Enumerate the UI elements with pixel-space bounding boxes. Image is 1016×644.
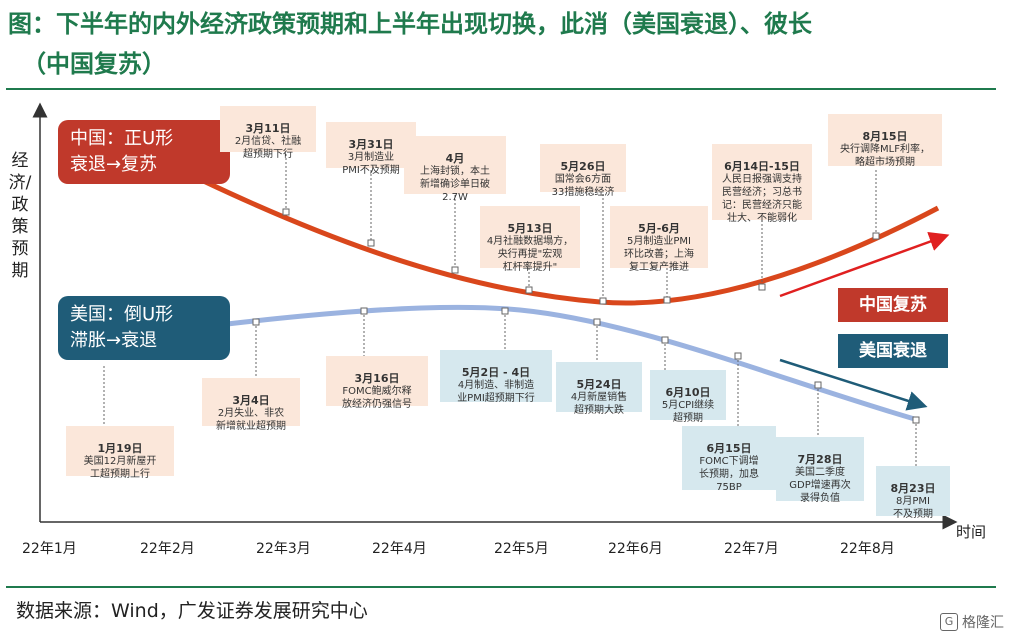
note-date: 3月16日 xyxy=(354,372,400,385)
title-line-1: 图：下半年的内外经济政策预期和上半年出现切换，此消（美国衰退）、彼长 xyxy=(8,10,812,38)
us-series-label: 美国：倒U形 滞胀→衰退 xyxy=(58,296,230,360)
note-text: 4月新屋销售 超预期大跌 xyxy=(570,392,628,416)
note-date: 6月10日 xyxy=(665,386,711,399)
us-note: 5月24日 4月新屋销售 超预期大跌 xyxy=(556,362,642,416)
footer-divider xyxy=(6,586,996,588)
note-date: 5月26日 xyxy=(560,160,606,173)
note-text: 8月PMI 不及预期 xyxy=(893,496,933,520)
us-note: 6月10日 5月CPI继续 超预期 xyxy=(650,370,726,424)
us-note: 3月4日 2月失业、非农 新增就业超预期 xyxy=(202,378,300,432)
x-tick: 22年4月 xyxy=(372,541,427,557)
china-note: 6月14日-15日 人民日报强调支持 民营经济；习总书 记：民营经济只能 壮大、不… xyxy=(712,144,812,224)
note-text: 3月制造业 PMI不及预期 xyxy=(342,152,400,176)
us-connectors xyxy=(103,311,917,466)
note-date: 8月23日 xyxy=(890,482,936,495)
us-curve xyxy=(149,304,919,423)
note-date: 7月28日 xyxy=(797,453,843,466)
watermark-logo-icon: G xyxy=(940,613,958,631)
note-date: 3月4日 xyxy=(232,394,270,407)
china-curve xyxy=(148,152,940,306)
us-markers xyxy=(252,307,920,424)
china-note: 4月 上海封锁，本土 新增确诊单日破 2.7W xyxy=(404,136,506,203)
title-divider xyxy=(6,88,996,90)
china-note: 3月11日 2月信贷、社融 超预期下行 xyxy=(220,106,316,160)
watermark: G 格隆汇 xyxy=(940,612,1004,632)
us-note: 1月19日 美国12月新屋开 工超预期上行 xyxy=(66,426,174,480)
china-connectors xyxy=(285,150,877,301)
note-text: 5月制造业PMI 环比改善；上海 复工复产推进 xyxy=(624,236,694,273)
note-text: FOMC鲍威尔释 放经济仍强信号 xyxy=(342,386,412,410)
us-label-line1: 美国：倒U形 xyxy=(70,304,174,325)
note-text: 人民日报强调支持 民营经济；习总书 记：民营经济只能 壮大、不能弱化 xyxy=(722,174,802,224)
us-note: 6月15日 FOMC下调增 长预期，加息 75BP xyxy=(682,426,776,493)
source-note: 数据来源：Wind，广发证券发展研究中心 xyxy=(16,600,368,622)
note-date: 5月24日 xyxy=(576,378,622,391)
title-line-2: （中国复苏） xyxy=(22,50,166,78)
us-note: 8月23日 8月PMI 不及预期 xyxy=(876,466,950,520)
china-note: 8月15日 央行调降MLF利率， 略超市场预期 xyxy=(828,114,942,168)
china-note: 3月31日 3月制造业 PMI不及预期 xyxy=(326,122,416,176)
note-text: FOMC下调增 长预期，加息 75BP xyxy=(699,456,759,493)
note-text: 国常会6方面 33措施稳经济 xyxy=(551,174,615,198)
note-date: 3月11日 xyxy=(245,122,291,135)
china-series-label: 中国：正U形 衰退→复苏 xyxy=(58,120,230,184)
us-recession-tag: 美国衰退 xyxy=(838,334,948,368)
us-trend-arrow xyxy=(779,358,928,411)
note-text: 央行调降MLF利率， 略超市场预期 xyxy=(840,144,930,168)
note-date: 6月14日-15日 xyxy=(724,160,800,173)
x-tick: 22年8月 xyxy=(840,541,895,557)
x-axis-name: 时间 xyxy=(956,523,987,541)
us-note: 7月28日 美国二季度 GDP增速再次 录得负值 xyxy=(776,437,864,504)
note-text: 5月CPI继续 超预期 xyxy=(661,400,715,424)
note-date: 6月15日 xyxy=(706,442,752,455)
note-text: 美国二季度 GDP增速再次 录得负值 xyxy=(789,467,851,504)
x-tick: 22年5月 xyxy=(494,541,549,557)
us-note: 3月16日 FOMC鲍威尔释 放经济仍强信号 xyxy=(326,356,428,410)
note-text: 美国12月新屋开 工超预期上行 xyxy=(83,456,157,480)
china-note: 5月26日 国常会6方面 33措施稳经济 xyxy=(540,144,626,198)
note-date: 5月2日 - 4日 xyxy=(461,366,531,379)
note-date: 4月 xyxy=(445,152,465,165)
note-date: 1月19日 xyxy=(97,442,143,455)
note-text: 上海封锁，本土 新增确诊单日破 2.7W xyxy=(420,166,490,203)
note-date: 5月-6月 xyxy=(638,222,680,235)
note-text: 2月信贷、社融 超预期下行 xyxy=(234,136,302,160)
page-title: 图：下半年的内外经济政策预期和上半年出现切换，此消（美国衰退）、彼长 （中国复苏… xyxy=(8,4,1008,84)
note-text: 2月失业、非农 新增就业超预期 xyxy=(216,408,286,432)
note-text: 4月制造、非制造 业PMI超预期下行 xyxy=(457,380,535,404)
y-axis-label: 经济/政策预期 xyxy=(8,151,32,281)
x-tick: 22年1月 xyxy=(22,541,77,557)
note-text: 4月社融数据塌方， 央行再提"宏观 杠杆率提升" xyxy=(486,236,574,273)
china-label-line2: 衰退→复苏 xyxy=(70,154,158,175)
china-label-line1: 中国：正U形 xyxy=(70,128,174,149)
note-date: 8月15日 xyxy=(862,130,908,143)
china-trend-arrow xyxy=(779,232,950,298)
china-note: 5月-6月 5月制造业PMI 环比改善；上海 复工复产推进 xyxy=(610,206,708,273)
watermark-text: 格隆汇 xyxy=(962,615,1004,631)
x-tick: 22年3月 xyxy=(256,541,311,557)
china-markers xyxy=(282,208,880,305)
x-tick: 22年7月 xyxy=(724,541,779,557)
note-date: 5月13日 xyxy=(507,222,553,235)
note-date: 3月31日 xyxy=(348,138,394,151)
us-label-line2: 滞胀→衰退 xyxy=(70,330,158,351)
us-note: 5月2日 - 4日 4月制造、非制造 业PMI超预期下行 xyxy=(440,350,552,404)
china-note: 5月13日 4月社融数据塌方， 央行再提"宏观 杠杆率提升" xyxy=(480,206,580,273)
x-tick: 22年2月 xyxy=(140,541,195,557)
x-tick: 22年6月 xyxy=(608,541,663,557)
china-recovery-tag: 中国复苏 xyxy=(838,288,948,322)
